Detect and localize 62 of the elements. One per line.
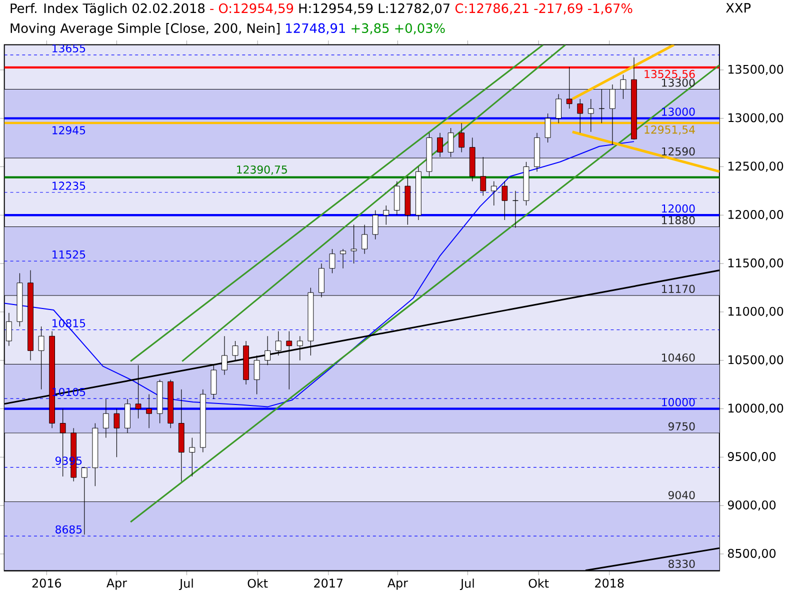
candlestick [189,438,196,477]
ref-line-label: 12390,75 [237,166,287,175]
candlestick [296,336,303,361]
candlestick [490,181,497,206]
y-tick-label: 12500,00 [728,162,784,172]
ref-line-label: 12590 [662,147,695,156]
x-tick-label: Jul [460,578,474,590]
text: +3,85 +0,03% [352,23,445,34]
y-tick-label: 11500,00 [728,258,784,269]
ref-line-label: 12945 [52,126,86,134]
candlestick [502,181,508,220]
x-tick-label: 2017 [314,578,343,588]
candlestick [556,94,562,124]
ref-line-label: 13300 [662,78,695,87]
x-tick-label: Okt [528,578,549,588]
ref-line-label: 12235 [52,182,86,190]
y-tick-label: 9500,00 [728,452,776,462]
text: 12748,91 [286,23,345,34]
chart-subtitle: Moving Average Simple [Close, 200, Nein] [10,23,280,36]
y-tick-label: 13000,00 [728,113,784,124]
ref-line-label: 11170 [662,284,695,294]
y-tick-label: 8500,00 [728,548,776,560]
candlestick [329,248,336,274]
x-tick-label: 2016 [32,578,62,588]
ref-line-label: 10000 [662,398,695,406]
ref-line-label: 11880 [662,216,695,224]
candlestick [146,394,152,429]
x-tick-label: Apr [106,578,128,590]
candlestick [340,248,346,269]
y-tick-label: 9000,00 [728,500,776,511]
ref-line-label: 8330 [668,560,695,568]
y-tick-label: 10000,00 [728,404,784,414]
ref-line-label: 11525 [52,250,86,259]
ref-line-label: 8685 [56,525,82,534]
candlestick [577,98,584,134]
ref-line-label: 10460 [662,354,695,362]
text: - O:12954,59 [210,4,294,15]
text: C:12786,21 -217,69 -1,67% [455,4,632,15]
y-tick-label: 13500,00 [728,64,784,76]
text: XXP [726,3,751,13]
ref-line-label: 12000 [662,204,695,213]
x-tick-label: Okt [248,578,268,588]
y-tick-label: 11000,00 [728,306,784,318]
candlestick [6,312,12,346]
ref-line-label: 9750 [668,422,695,431]
x-tick-label: 2018 [595,578,624,588]
x-tick-label: Apr [387,578,408,590]
candlestick [275,331,282,356]
candlestick [588,98,594,132]
y-tick-label: 12000,00 [728,210,784,220]
chart-title: Perf. Index Täglich 02.02.2018 [10,3,205,16]
candlestick [232,340,238,361]
ref-line-label: 9040 [668,491,695,500]
candlestick [458,122,465,153]
x-tick-label: Jul [178,578,193,590]
text: H:12954,59 L:12782,07 [299,4,450,15]
ref-line-label: 12951,54 [644,126,695,135]
candlestick [544,113,551,143]
ref-line-label: 13000 [662,108,695,116]
ref-line-label: 13525,56 [644,70,695,80]
ref-line-label: 13655 [52,44,86,53]
y-tick-label: 10500,00 [728,355,784,366]
